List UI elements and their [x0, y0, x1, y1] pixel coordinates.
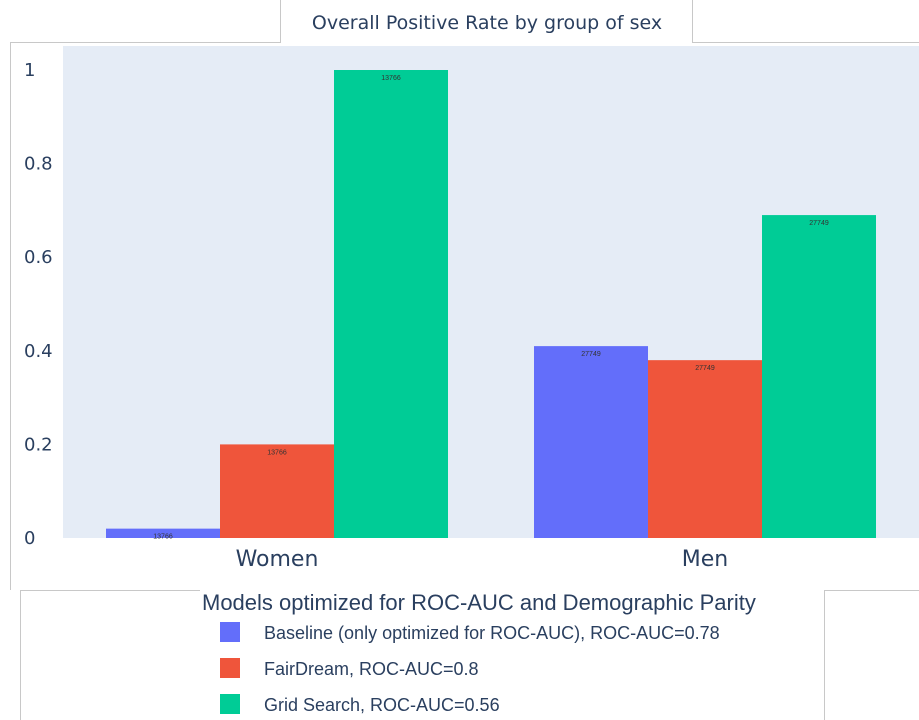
bar-value-label: 13766 [381, 75, 401, 82]
y-axis: 0 0.2 0.4 0.6 0.8 1 [24, 60, 53, 549]
frame-line-title-right [692, 0, 693, 43]
bar-value-label: 13766 [267, 449, 287, 456]
frame-line-left [10, 42, 11, 590]
frame-line-top-left [10, 42, 280, 43]
bar-value-label: 13766 [153, 534, 173, 541]
frame-line-top-right [692, 42, 919, 43]
y-tick-label: 0.4 [24, 341, 53, 362]
legend-swatch [220, 658, 240, 678]
y-tick-label: 1 [24, 60, 35, 81]
frame-line-title-left [280, 0, 281, 43]
y-tick-label: 0.6 [24, 247, 53, 268]
bar-men-1 [648, 360, 762, 538]
frame-line-legend-right [824, 590, 825, 720]
x-tick-label-women: Women [236, 547, 319, 572]
bar-women-0 [106, 528, 220, 538]
bar-men-0 [534, 346, 648, 538]
chart-title: Overall Positive Rate by group of sex [312, 12, 662, 34]
y-tick-label: 0 [24, 528, 35, 549]
bar-value-label: 27749 [581, 351, 601, 358]
bar-value-label: 27749 [809, 220, 829, 227]
frame-line-left-lower [20, 590, 21, 720]
bar-women-1 [220, 444, 334, 538]
y-tick-label: 0.2 [24, 434, 53, 455]
x-axis: Women Men [236, 547, 729, 572]
frame-line-bottom [20, 590, 200, 591]
y-tick-label: 0.8 [24, 154, 53, 175]
legend-label: Baseline (only optimized for ROC-AUC), R… [264, 623, 720, 643]
bar-men-2 [762, 215, 876, 538]
legend: Baseline (only optimized for ROC-AUC), R… [220, 622, 720, 715]
legend-swatch [220, 694, 240, 714]
bar-labels: 13766 13766 13766 27749 27749 27749 [153, 75, 829, 541]
bar-value-label: 27749 [695, 365, 715, 372]
bars [106, 70, 876, 538]
legend-title: Models optimized for ROC-AUC and Demogra… [202, 590, 756, 615]
legend-label: Grid Search, ROC-AUC=0.56 [264, 695, 500, 715]
legend-swatch [220, 622, 240, 642]
legend-label: FairDream, ROC-AUC=0.8 [264, 659, 479, 679]
frame-line-bottom-right [824, 590, 919, 591]
bar-women-2 [334, 70, 448, 538]
x-tick-label-men: Men [682, 547, 728, 572]
